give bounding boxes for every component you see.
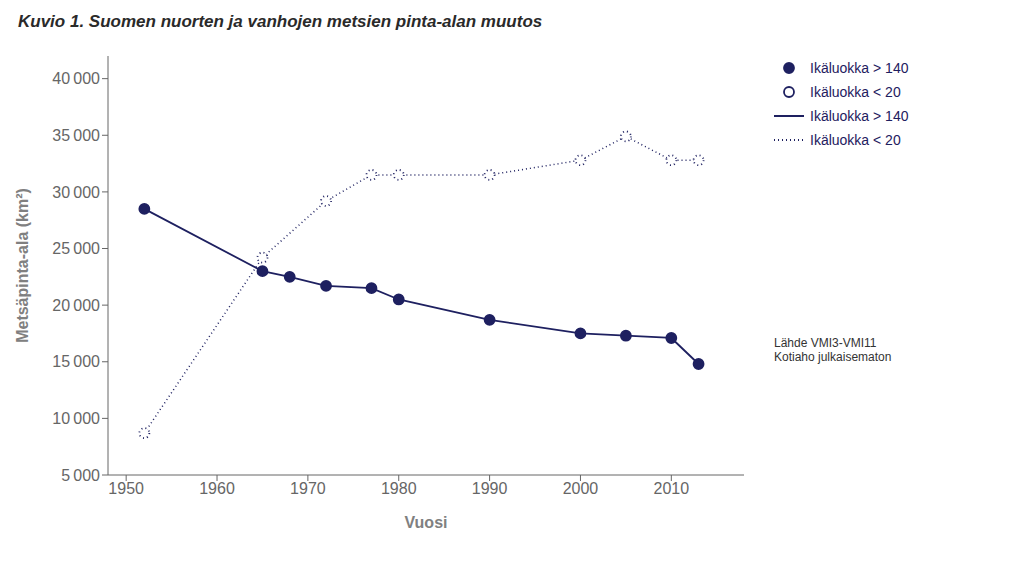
html-text:Ikäluokka < 20: Ikäluokka < 20 [810, 132, 901, 148]
svg-text:1960: 1960 [199, 480, 235, 497]
svg-text:1950: 1950 [108, 480, 144, 497]
html-text:Ikäluokka > 140: Ikäluokka > 140 [810, 108, 909, 124]
svg-text:40 000: 40 000 [52, 70, 100, 87]
svg-text:1990: 1990 [472, 480, 508, 497]
html-text:Kuvio 1. Suomen nuorten ja van: Kuvio 1. Suomen nuorten ja vanhojen mets… [18, 12, 543, 31]
svg-text:15 000: 15 000 [52, 353, 100, 370]
svg-text:2000: 2000 [563, 480, 599, 497]
html-text:Ikäluokka < 20: Ikäluokka < 20 [810, 84, 901, 100]
svg-text:Metsäpinta-ala (km²): Metsäpinta-ala (km²) [14, 188, 31, 343]
svg-text:10 000: 10 000 [52, 410, 100, 427]
html-text:Lähde VMI3-VMI11: Lähde VMI3-VMI11 [774, 336, 877, 350]
html-text:Ikäluokka > 140: Ikäluokka > 140 [810, 60, 909, 76]
svg-text:5 000: 5 000 [61, 467, 100, 484]
svg-text:2010: 2010 [654, 480, 690, 497]
svg-text:35 000: 35 000 [52, 127, 100, 144]
svg-text:1980: 1980 [381, 480, 417, 497]
svg-text:1970: 1970 [290, 480, 326, 497]
svg-text:20 000: 20 000 [52, 297, 100, 314]
svg-text:30 000: 30 000 [52, 184, 100, 201]
svg-text:Vuosi: Vuosi [405, 514, 448, 531]
svg-text:25 000: 25 000 [52, 240, 100, 257]
html-text:Kotiaho julkaisematon: Kotiaho julkaisematon [774, 350, 892, 364]
